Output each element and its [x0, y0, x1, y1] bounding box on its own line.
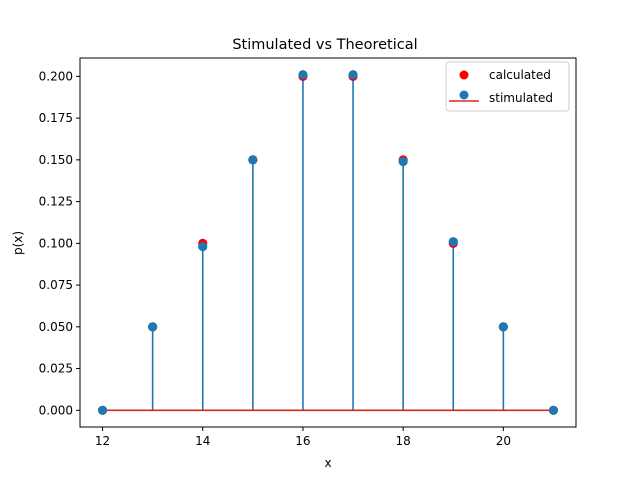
stimulated-point	[398, 156, 408, 167]
y-tick-label: 0.050	[39, 320, 73, 334]
stimulated-point	[448, 237, 458, 247]
x-tick-label: 12	[95, 434, 110, 448]
x-tick-label: 14	[195, 434, 210, 448]
y-tick-label: 0.150	[39, 153, 73, 167]
stimulated-point	[298, 70, 308, 80]
x-tick-label: 18	[396, 434, 411, 448]
chart-title: Stimulated vs Theoretical	[232, 37, 417, 53]
legend: calculated stimulated	[445, 61, 570, 112]
plot-layer	[97, 70, 559, 415]
legend-calculated-marker	[459, 70, 469, 80]
legend-calculated-label: calculated	[489, 68, 551, 82]
y-tick-label: 0.175	[39, 111, 73, 125]
x-axis-label: x	[324, 456, 331, 470]
legend-box	[445, 61, 570, 112]
stimulated-point	[148, 322, 158, 332]
legend-stimulated-marker	[459, 90, 469, 100]
y-axis-label: p(x)	[11, 231, 25, 255]
y-tick-label: 0.000	[39, 403, 73, 417]
stimulated-point	[97, 405, 108, 415]
y-tick-label: 0.075	[39, 278, 73, 292]
stimulated-point	[248, 155, 258, 165]
y-tick-label: 0.125	[39, 195, 73, 209]
stimulated-point	[548, 405, 559, 415]
ticks-layer: 12 14 16 18 20 0.000 0.025 0.050 0.075 0.100 0.125…	[39, 69, 511, 448]
y-tick-label: 0.200	[39, 69, 73, 83]
axes-frame	[79, 57, 577, 428]
stimulated-point	[198, 242, 208, 252]
x-tick-label: 20	[496, 434, 511, 448]
stimulated-point	[498, 322, 508, 332]
x-tick-label: 16	[295, 434, 310, 448]
stimulated-point	[348, 70, 358, 80]
y-tick-label: 0.100	[39, 236, 73, 250]
y-tick-label: 0.025	[39, 362, 73, 376]
legend-stimulated-label: stimulated	[489, 91, 553, 105]
